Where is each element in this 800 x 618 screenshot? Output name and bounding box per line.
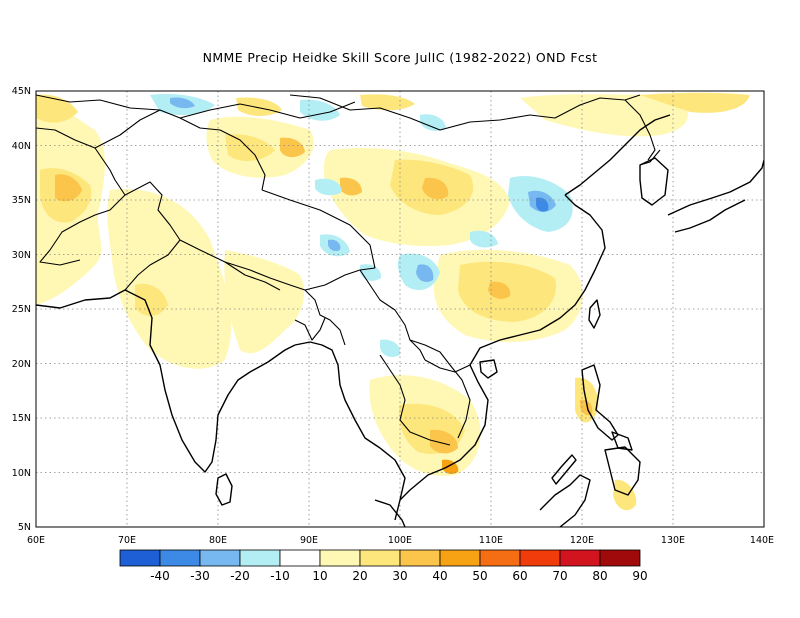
colorbar-label: 90 bbox=[632, 569, 647, 583]
india-coastline bbox=[124, 289, 296, 473]
border-kazakh bbox=[36, 94, 356, 119]
colorbar-swatch bbox=[279, 549, 321, 567]
colorbar-swatch bbox=[559, 549, 601, 567]
colorbar-swatch bbox=[599, 549, 641, 567]
lon-label: 140E bbox=[750, 535, 774, 546]
border-himalaya bbox=[179, 239, 376, 291]
colorbar-swatch bbox=[119, 549, 161, 567]
china-east-coast bbox=[564, 114, 671, 196]
border-mongolia bbox=[289, 94, 641, 131]
colorbar-label: 40 bbox=[432, 569, 447, 583]
colorbar-label: 50 bbox=[472, 569, 487, 583]
lon-label: 110E bbox=[479, 535, 503, 546]
lon-axis-labels: 60E 70E 80E 90E 100E 110E 120E 130E 140E bbox=[27, 535, 774, 546]
lat-label: 15N bbox=[12, 413, 31, 424]
korea-coast bbox=[639, 157, 669, 206]
border-afghanistan bbox=[36, 127, 126, 266]
colorbar-swatch bbox=[359, 549, 401, 567]
country-borders bbox=[36, 94, 661, 446]
colorbar-swatch bbox=[159, 549, 201, 567]
colorbar-swatch bbox=[399, 549, 441, 567]
border-pakistan-india bbox=[124, 181, 181, 291]
negative-skill-regions bbox=[150, 94, 573, 357]
colorbar-label: 70 bbox=[552, 569, 567, 583]
colorbar-label: -30 bbox=[190, 569, 210, 583]
lon-label: 60E bbox=[27, 535, 45, 546]
taiwan bbox=[588, 299, 601, 329]
colorbar-label: -40 bbox=[150, 569, 170, 583]
colorbar-swatch bbox=[199, 549, 241, 567]
lat-label: 35N bbox=[12, 195, 31, 206]
lon-label: 80E bbox=[209, 535, 227, 546]
coastlines bbox=[36, 114, 764, 527]
map-frame bbox=[35, 90, 765, 528]
lat-label: 20N bbox=[12, 359, 31, 370]
colorbar-labels: -40 -30 -20 -10 10 20 30 40 50 60 70 80 … bbox=[150, 569, 647, 583]
border-myanmar bbox=[304, 269, 426, 361]
lat-lon-grid bbox=[36, 91, 764, 527]
lat-label: 25N bbox=[12, 304, 31, 315]
border-china-korea bbox=[624, 99, 656, 161]
colorbar-label: 10 bbox=[312, 569, 327, 583]
indochina-coastline bbox=[399, 194, 606, 501]
palawan bbox=[551, 454, 577, 485]
colorbar-label: -10 bbox=[270, 569, 290, 583]
colorbar-label: 80 bbox=[592, 569, 607, 583]
skill-field bbox=[36, 92, 750, 511]
colorbar-label: 20 bbox=[352, 569, 367, 583]
lat-label: 40N bbox=[12, 141, 31, 152]
lon-label: 70E bbox=[118, 535, 136, 546]
lon-label: 90E bbox=[300, 535, 318, 546]
lat-label: 45N bbox=[12, 86, 31, 97]
sumatra-tip bbox=[374, 499, 406, 527]
border-china-west bbox=[94, 109, 266, 191]
colorbar-swatch bbox=[439, 549, 481, 567]
colorbar-swatch bbox=[519, 549, 561, 567]
border-thailand bbox=[379, 354, 451, 446]
positive-skill-regions bbox=[36, 92, 750, 511]
sri-lanka bbox=[215, 473, 233, 506]
borneo-north bbox=[539, 474, 591, 527]
border-tibet-china bbox=[261, 189, 376, 269]
hainan bbox=[479, 359, 498, 379]
lat-label: 30N bbox=[12, 250, 31, 261]
luzon bbox=[581, 364, 619, 441]
colorbar-label: 30 bbox=[392, 569, 407, 583]
pakistan-coastline bbox=[36, 289, 126, 309]
border-laos bbox=[409, 339, 471, 439]
colorbar bbox=[119, 549, 641, 567]
lon-label: 120E bbox=[570, 535, 594, 546]
lon-label: 100E bbox=[388, 535, 412, 546]
japan-coast bbox=[667, 159, 764, 233]
border-bangladesh bbox=[294, 317, 326, 341]
visayas bbox=[611, 431, 633, 451]
colorbar-label: 60 bbox=[512, 569, 527, 583]
colorbar-swatch bbox=[239, 549, 281, 567]
map-title: NMME Precip Heidke Skill Score JulIC (19… bbox=[202, 50, 598, 65]
border-nepal bbox=[224, 261, 281, 291]
colorbar-label: -20 bbox=[230, 569, 250, 583]
lat-axis-labels: 5N 10N 15N 20N 25N 30N 35N 40N 45N bbox=[12, 86, 31, 533]
colorbar-swatch bbox=[479, 549, 521, 567]
lon-label: 130E bbox=[661, 535, 685, 546]
bay-of-bengal-coast bbox=[294, 341, 406, 521]
lat-label: 10N bbox=[12, 468, 31, 479]
lat-label: 5N bbox=[18, 522, 31, 533]
border-north-korea bbox=[639, 149, 661, 166]
border-vietnam bbox=[424, 359, 471, 373]
colorbar-swatch bbox=[319, 549, 361, 567]
